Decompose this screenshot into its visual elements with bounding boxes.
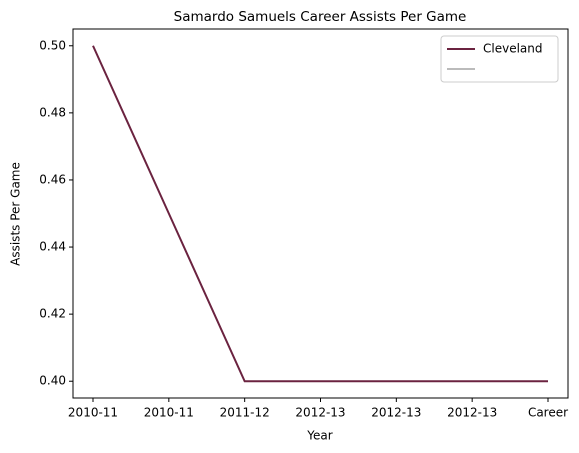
x-tick-label: 2010-11 [144, 406, 194, 420]
plot-frame [72, 28, 569, 399]
y-axis-label: Assists Per Game [9, 162, 23, 266]
legend-label: Cleveland [483, 42, 543, 56]
x-tick-label: 2012-13 [447, 406, 497, 420]
x-tick-label: 2012-13 [295, 406, 345, 420]
y-tick-label: 0.46 [39, 172, 66, 186]
y-tick-label: 0.50 [39, 38, 66, 52]
x-axis-label: Year [306, 429, 332, 443]
legend-box [440, 35, 559, 83]
y-tick-label: 0.40 [39, 374, 66, 388]
x-tick-label: 2011-12 [220, 406, 270, 420]
y-tick-label: 0.42 [39, 307, 66, 321]
chart-title: Samardo Samuels Career Assists Per Game [174, 9, 467, 25]
x-tick-label: 2012-13 [371, 406, 421, 420]
x-tick-label: Career [528, 406, 568, 420]
x-tick-label: 2010-11 [68, 406, 118, 420]
y-tick-label: 0.44 [39, 240, 66, 254]
y-tick-label: 0.48 [39, 105, 66, 119]
series-line [92, 45, 548, 383]
